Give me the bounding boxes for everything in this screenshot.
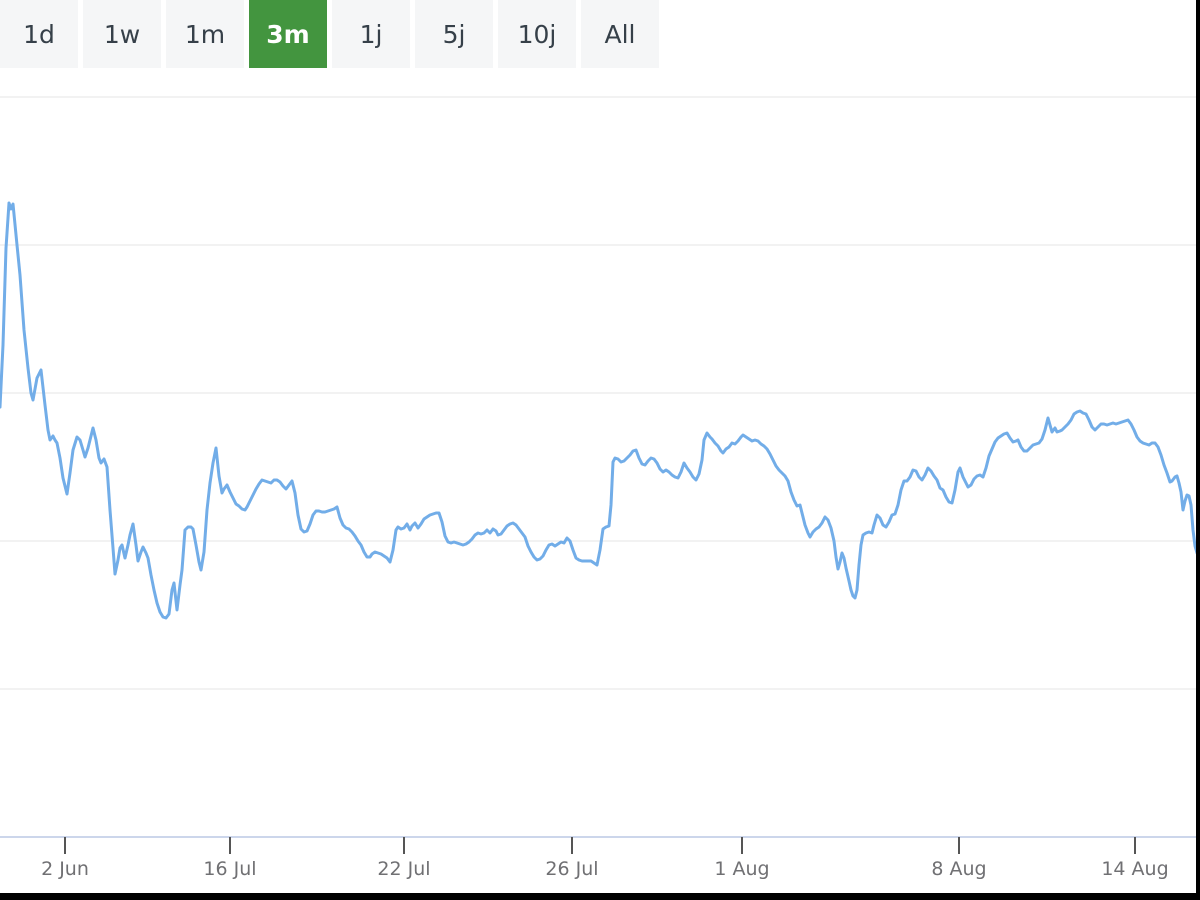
- x-tick-label: 14 Aug: [1101, 858, 1168, 880]
- range-button-1j[interactable]: 1j: [332, 0, 410, 68]
- screen-edge-bottom: [0, 893, 1200, 900]
- x-tick-label: 8 Aug: [931, 858, 986, 880]
- range-button-3m[interactable]: 3m: [249, 0, 327, 68]
- range-button-10j[interactable]: 10j: [498, 0, 576, 68]
- x-tick-label: 2 Jun: [41, 858, 89, 880]
- range-button-all[interactable]: All: [581, 0, 659, 68]
- range-button-1m[interactable]: 1m: [166, 0, 244, 68]
- x-tick-label: 26 Jul: [545, 858, 598, 880]
- x-tick-label: 22 Jul: [377, 858, 430, 880]
- range-toolbar: 1d 1w 1m 3m 1j 5j 10j All: [0, 0, 659, 68]
- range-button-1w[interactable]: 1w: [83, 0, 161, 68]
- screen-edge-right: [1196, 0, 1200, 900]
- range-button-1d[interactable]: 1d: [0, 0, 78, 68]
- price-line: [0, 201, 1196, 620]
- range-button-5j[interactable]: 5j: [415, 0, 493, 68]
- x-tick-label: 1 Aug: [714, 858, 769, 880]
- x-tick-label: 16 Jul: [203, 858, 256, 880]
